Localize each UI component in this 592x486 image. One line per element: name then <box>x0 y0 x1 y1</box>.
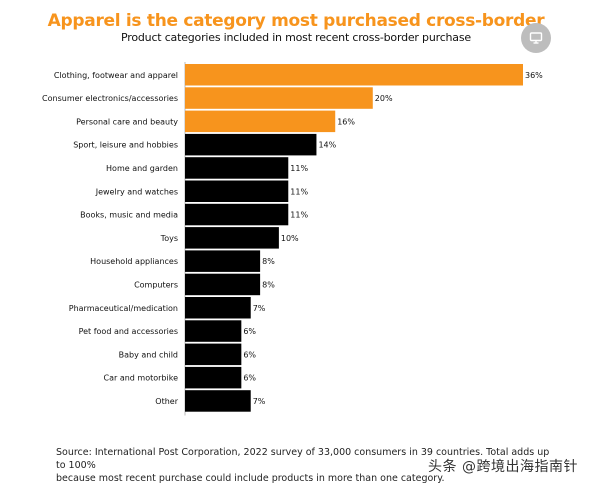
bar-chart: Clothing, footwear and apparel 36% Consume… <box>42 62 543 416</box>
bar[interactable] <box>185 273 261 296</box>
footnote-line-1: Source: International Post Corporation, … <box>56 447 550 471</box>
value-label: 8% <box>262 257 275 266</box>
category-label: Computers <box>134 280 178 289</box>
value-label: 14% <box>318 141 336 150</box>
value-label: 11% <box>290 211 308 220</box>
bar[interactable] <box>185 64 523 86</box>
bar[interactable] <box>185 203 289 226</box>
source-footnote: Source: International Post Corporation, … <box>56 446 556 485</box>
value-label: 20% <box>375 94 393 103</box>
bar[interactable] <box>185 133 317 156</box>
value-label: 6% <box>243 374 256 383</box>
chart-subtitle: Product categories included in most rece… <box>121 31 471 44</box>
display-mode-button[interactable] <box>521 23 551 53</box>
category-label: Consumer electronics/accessories <box>42 94 178 103</box>
value-label: 7% <box>253 304 266 313</box>
value-label: 11% <box>290 164 308 173</box>
category-label: Other <box>155 397 178 406</box>
category-label: Household appliances <box>90 257 178 266</box>
bar[interactable] <box>185 157 289 179</box>
category-label: Books, music and media <box>80 211 178 220</box>
watermark-text: 头条 @跨境出海指南针 <box>428 459 578 475</box>
category-label: Pharmaceutical/medication <box>69 304 178 313</box>
value-label: 7% <box>253 397 266 406</box>
bar[interactable] <box>185 390 251 412</box>
value-label: 6% <box>243 350 256 359</box>
bar[interactable] <box>185 110 336 133</box>
value-label: 36% <box>525 71 543 80</box>
category-label: Clothing, footwear and apparel <box>54 71 178 80</box>
monitor-icon <box>529 32 543 44</box>
category-label: Sport, leisure and hobbies <box>73 141 178 150</box>
bar[interactable] <box>185 180 289 203</box>
value-label: 11% <box>290 187 308 196</box>
category-label: Home and garden <box>106 164 178 173</box>
footnote-line-2: because most recent purchase could inclu… <box>56 473 445 484</box>
bar[interactable] <box>185 343 242 366</box>
category-label: Pet food and accessories <box>79 327 178 336</box>
category-label: Car and motorbike <box>104 374 179 383</box>
bar[interactable] <box>185 320 242 342</box>
bar[interactable] <box>185 366 242 389</box>
value-label: 6% <box>243 327 256 336</box>
bar[interactable] <box>185 87 373 109</box>
bar[interactable] <box>185 250 261 272</box>
value-label: 10% <box>281 234 299 243</box>
category-label: Baby and child <box>119 350 178 359</box>
value-label: 8% <box>262 280 275 289</box>
bar[interactable] <box>185 227 279 249</box>
value-label: 16% <box>337 117 355 126</box>
category-label: Personal care and beauty <box>76 117 178 126</box>
bar[interactable] <box>185 297 251 319</box>
category-label: Toys <box>160 234 178 243</box>
chart-title: Apparel is the category most purchased c… <box>47 11 545 31</box>
category-label: Jewelry and watches <box>95 187 178 196</box>
